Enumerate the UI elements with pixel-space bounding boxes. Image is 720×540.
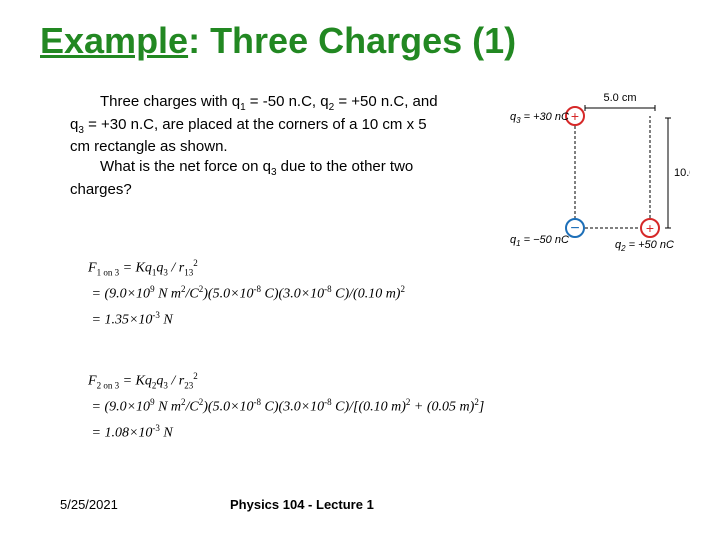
equation-f2: F2 on 3 = Kq2q3 / r232 = (9.0×109 N m2/C… [88,368,484,446]
svg-text:+: + [571,108,579,124]
q3-label: q3 = +30 nC [510,111,569,125]
q2-label: q2 = +50 nC [615,239,674,253]
svg-text:−: − [570,220,579,237]
dim-top: 5.0 cm [603,92,636,104]
page-title: Example: Three Charges (1) [0,0,720,62]
problem-statement: Three charges with q1 = -50 n.C, q2 = +5… [70,92,440,200]
equation-f1: F1 on 3 = Kq1q3 / r132 = (9.0×109 N m2/C… [88,255,405,333]
title-rest: : Three Charges (1) [188,20,516,61]
txt: = -50 n.C, q [246,93,329,110]
q1-label: q1 = −50 nC [510,234,569,248]
title-underlined: Example [40,20,188,61]
charge-diagram: 5.0 cm 10.0 cm + q3 = +30 nC − q1 = −50 … [450,88,690,258]
txt: What is the net force on q [100,158,271,175]
txt: Three charges with q [100,93,240,110]
footer-date: 5/25/2021 [60,497,118,512]
footer-course: Physics 104 - Lecture 1 [230,497,374,512]
svg-text:+: + [646,220,654,236]
dim-right: 10.0 cm [674,167,690,179]
txt: = +30 n.C, are placed at the corners of … [70,116,427,156]
